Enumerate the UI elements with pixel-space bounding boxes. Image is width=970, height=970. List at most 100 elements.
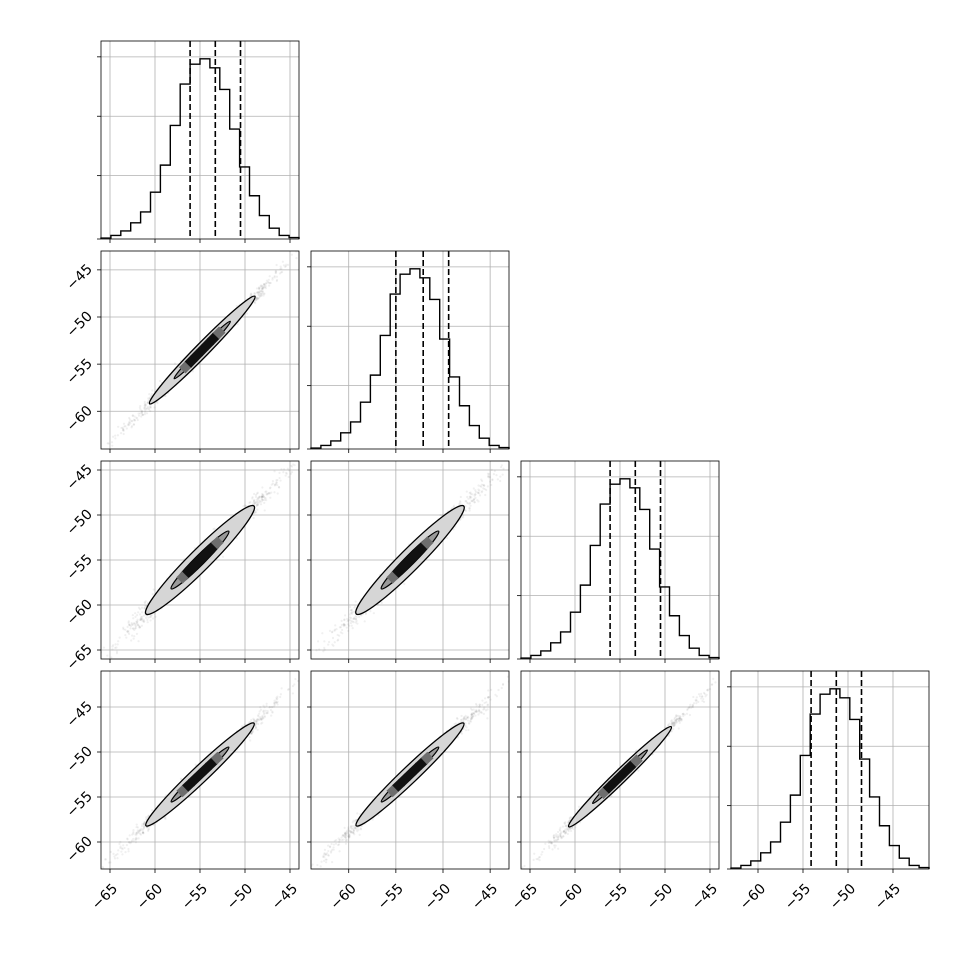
sample-point bbox=[273, 470, 276, 473]
sample-point bbox=[488, 472, 491, 476]
sample-point bbox=[279, 693, 282, 696]
sample-point bbox=[114, 434, 117, 437]
sample-point bbox=[249, 293, 252, 296]
sample-point bbox=[260, 498, 264, 501]
sample-point bbox=[286, 467, 289, 470]
sample-point bbox=[115, 650, 119, 653]
sample-point bbox=[469, 491, 472, 494]
sample-point bbox=[289, 464, 293, 467]
sample-point bbox=[128, 834, 131, 837]
sample-point bbox=[323, 640, 326, 643]
sample-point bbox=[146, 621, 149, 624]
sample-point bbox=[288, 469, 291, 472]
sample-point bbox=[254, 493, 258, 497]
sample-point bbox=[262, 286, 265, 290]
sample-point bbox=[276, 483, 279, 487]
sample-point bbox=[140, 411, 143, 414]
sample-point bbox=[333, 628, 337, 631]
sample-point bbox=[119, 840, 122, 844]
density-core-cell bbox=[420, 536, 434, 550]
sample-point bbox=[125, 427, 128, 430]
sample-point bbox=[360, 614, 363, 617]
sample-point bbox=[130, 639, 133, 642]
sample-point bbox=[340, 623, 343, 627]
sample-point bbox=[139, 833, 143, 836]
sample-point bbox=[252, 730, 255, 733]
sample-point bbox=[341, 632, 344, 635]
sample-point bbox=[248, 501, 251, 505]
sample-point bbox=[257, 497, 260, 500]
sample-point bbox=[134, 612, 137, 615]
sample-point bbox=[473, 494, 476, 497]
sample-point bbox=[134, 627, 137, 630]
sample-point bbox=[315, 437, 317, 439]
sample-point bbox=[328, 652, 330, 654]
sample-point bbox=[349, 608, 353, 612]
sample-point bbox=[452, 505, 455, 509]
sample-point bbox=[262, 704, 265, 707]
sample-point bbox=[132, 418, 136, 421]
sample-point bbox=[258, 495, 261, 498]
sample-point bbox=[266, 492, 269, 496]
sample-point bbox=[262, 495, 266, 498]
sample-point bbox=[275, 278, 279, 281]
sample-point bbox=[109, 850, 112, 854]
sample-point bbox=[235, 537, 238, 540]
sample-point bbox=[83, 686, 85, 688]
sample-point bbox=[468, 495, 471, 498]
sample-point bbox=[260, 495, 263, 498]
sample-point bbox=[491, 478, 494, 482]
sample-point bbox=[265, 493, 268, 496]
sample-point bbox=[332, 644, 335, 647]
sample-point bbox=[261, 721, 264, 724]
sample-point bbox=[354, 614, 357, 618]
sample-point bbox=[452, 528, 455, 531]
sample-point bbox=[486, 485, 489, 488]
sample-point bbox=[250, 732, 253, 735]
sample-point bbox=[132, 617, 135, 620]
sample-point bbox=[127, 621, 130, 624]
sample-point bbox=[470, 496, 473, 499]
sample-point bbox=[111, 444, 114, 447]
sample-point bbox=[267, 492, 270, 495]
sample-point bbox=[315, 649, 318, 652]
sample-point bbox=[284, 474, 287, 477]
sample-point bbox=[274, 271, 277, 275]
sample-point bbox=[128, 420, 131, 423]
sample-point bbox=[257, 499, 260, 502]
sample-point bbox=[262, 709, 265, 712]
sample-point bbox=[255, 296, 259, 300]
sample-point bbox=[473, 498, 476, 501]
sample-point bbox=[104, 858, 108, 861]
sample-point bbox=[491, 478, 494, 481]
sample-point bbox=[271, 276, 274, 280]
sample-point bbox=[256, 291, 259, 294]
sample-point bbox=[259, 292, 262, 296]
sample-point bbox=[148, 396, 151, 399]
sample-point bbox=[141, 615, 144, 618]
sample-point bbox=[380, 601, 383, 605]
sample-point bbox=[130, 424, 134, 428]
sample-point bbox=[136, 622, 139, 625]
sample-point bbox=[135, 621, 138, 624]
sample-point bbox=[138, 626, 141, 629]
sample-point bbox=[261, 287, 264, 290]
sample-point bbox=[333, 629, 336, 632]
sample-point bbox=[517, 453, 519, 455]
sample-point bbox=[127, 850, 130, 853]
sample-point bbox=[340, 619, 343, 622]
sample-point bbox=[141, 620, 145, 623]
sample-point bbox=[323, 646, 326, 649]
sample-point bbox=[110, 441, 114, 444]
sample-point bbox=[487, 474, 490, 477]
sample-point bbox=[75, 674, 77, 676]
sample-point bbox=[273, 275, 276, 278]
sample-point bbox=[136, 417, 139, 420]
grid-lines-layer bbox=[101, 41, 929, 869]
sample-point bbox=[254, 511, 258, 514]
sample-point bbox=[490, 483, 493, 487]
sample-point bbox=[122, 628, 125, 631]
sample-point bbox=[260, 289, 263, 292]
sample-point bbox=[260, 495, 264, 499]
sample-point bbox=[347, 619, 350, 622]
